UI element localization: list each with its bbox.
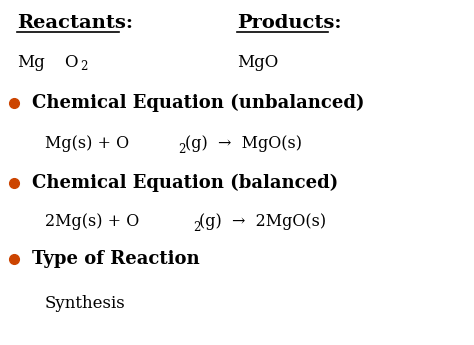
Text: Products:: Products: — [237, 14, 341, 32]
Text: 2: 2 — [193, 221, 201, 234]
Text: Chemical Equation (unbalanced): Chemical Equation (unbalanced) — [32, 94, 365, 112]
Text: Synthesis: Synthesis — [45, 295, 126, 312]
Text: Mg(s) + O: Mg(s) + O — [45, 135, 129, 152]
Text: 2: 2 — [178, 143, 186, 156]
Text: 2: 2 — [80, 60, 87, 73]
Text: (g)  →  MgO(s): (g) → MgO(s) — [184, 135, 301, 152]
Text: Chemical Equation (balanced): Chemical Equation (balanced) — [32, 174, 338, 192]
Text: 2Mg(s) + O: 2Mg(s) + O — [45, 213, 139, 230]
Text: MgO: MgO — [237, 54, 278, 71]
Text: O: O — [64, 54, 77, 71]
Text: Mg: Mg — [17, 54, 45, 71]
Text: Reactants:: Reactants: — [17, 14, 133, 32]
Text: Type of Reaction: Type of Reaction — [32, 250, 200, 268]
Text: (g)  →  2MgO(s): (g) → 2MgO(s) — [199, 213, 326, 230]
